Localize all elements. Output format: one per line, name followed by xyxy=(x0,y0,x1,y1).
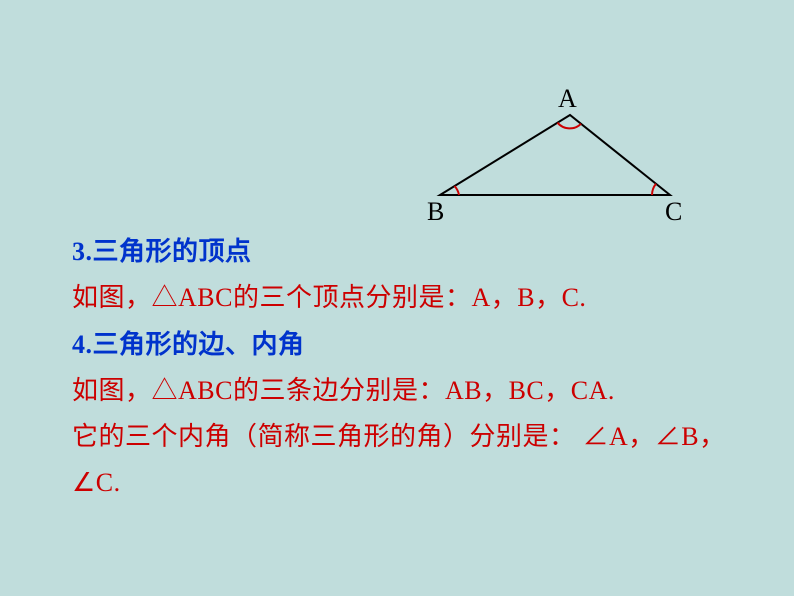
heading-vertices: 3.三角形的顶点 xyxy=(72,232,732,272)
angle-arc-b xyxy=(455,186,460,195)
vertex-label-c: C xyxy=(665,197,682,227)
triangle-diagram xyxy=(400,85,700,225)
content-area: 3.三角形的顶点 如图，△ABC的三个顶点分别是：A，B，C. 4.三角形的边、… xyxy=(72,232,732,510)
vertex-label-a: A xyxy=(558,84,577,114)
triangle-svg xyxy=(400,85,700,225)
triangle-shape xyxy=(440,115,670,195)
angle-arc-c xyxy=(652,184,656,195)
text-angles-line1: 它的三个内角（简称三角形的角）分别是： ∠A，∠B， xyxy=(72,417,732,457)
vertex-label-b: B xyxy=(427,197,444,227)
text-vertices: 如图，△ABC的三个顶点分别是：A，B，C. xyxy=(72,278,732,318)
text-angles-line2: ∠C. xyxy=(72,463,732,503)
text-sides: 如图，△ABC的三条边分别是：AB，BC，CA. xyxy=(72,371,732,411)
heading-sides-angles: 4.三角形的边、内角 xyxy=(72,325,732,365)
angle-arc-a xyxy=(558,123,582,129)
